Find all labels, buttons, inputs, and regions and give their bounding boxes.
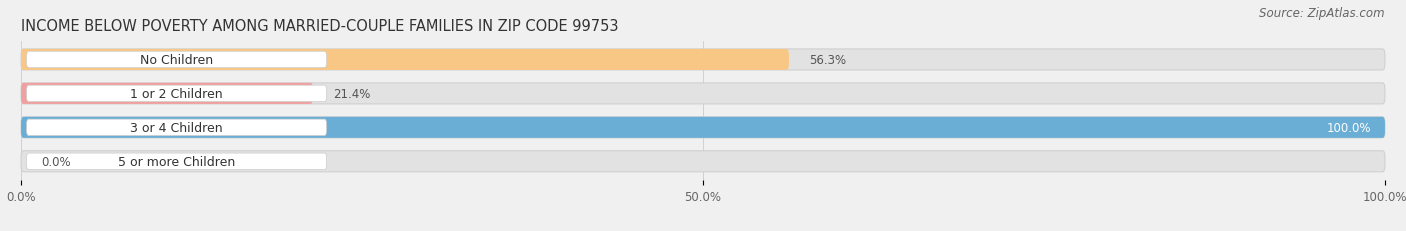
Text: 3 or 4 Children: 3 or 4 Children xyxy=(131,121,224,134)
Text: 0.0%: 0.0% xyxy=(42,155,72,168)
Text: 21.4%: 21.4% xyxy=(333,88,371,100)
FancyBboxPatch shape xyxy=(21,50,789,71)
Text: 100.0%: 100.0% xyxy=(1327,121,1371,134)
FancyBboxPatch shape xyxy=(27,86,326,102)
FancyBboxPatch shape xyxy=(27,52,326,68)
Text: Source: ZipAtlas.com: Source: ZipAtlas.com xyxy=(1260,7,1385,20)
FancyBboxPatch shape xyxy=(21,83,1385,104)
Text: No Children: No Children xyxy=(141,54,214,67)
Text: 56.3%: 56.3% xyxy=(810,54,846,67)
Text: 1 or 2 Children: 1 or 2 Children xyxy=(131,88,224,100)
FancyBboxPatch shape xyxy=(21,151,1385,172)
FancyBboxPatch shape xyxy=(21,117,1385,138)
FancyBboxPatch shape xyxy=(21,117,1385,138)
FancyBboxPatch shape xyxy=(27,120,326,136)
FancyBboxPatch shape xyxy=(21,50,1385,71)
Text: INCOME BELOW POVERTY AMONG MARRIED-COUPLE FAMILIES IN ZIP CODE 99753: INCOME BELOW POVERTY AMONG MARRIED-COUPL… xyxy=(21,18,619,33)
FancyBboxPatch shape xyxy=(21,83,314,104)
Text: 5 or more Children: 5 or more Children xyxy=(118,155,235,168)
FancyBboxPatch shape xyxy=(27,153,326,170)
